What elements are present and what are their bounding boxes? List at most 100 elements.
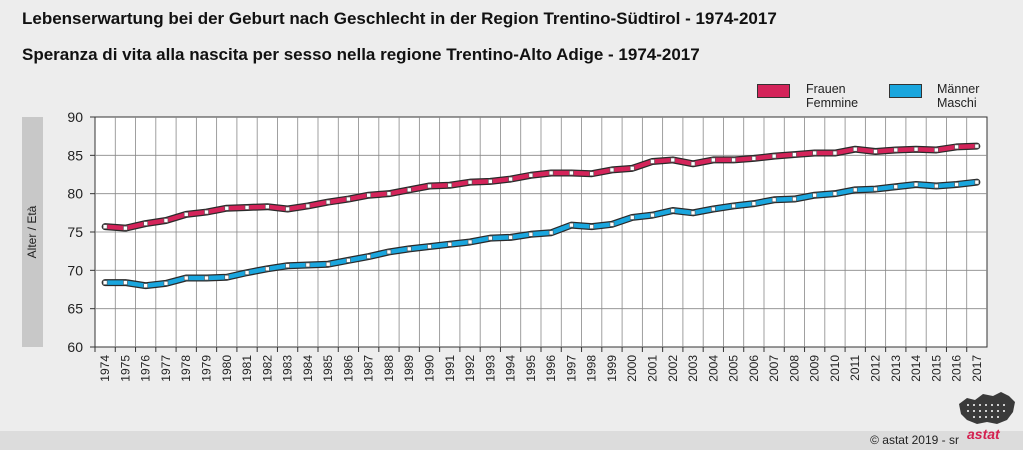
x-tick-label: 1981 — [240, 355, 254, 382]
astat-logo-icon — [959, 392, 1015, 424]
data-point-women — [670, 157, 676, 163]
data-point-men — [244, 270, 250, 275]
legend-swatch-women — [757, 84, 790, 98]
y-axis-label-box — [22, 117, 43, 347]
x-tick-label: 1988 — [382, 355, 396, 382]
data-point-women — [569, 170, 574, 176]
x-tick-label: 1995 — [524, 355, 538, 382]
data-point-women — [346, 196, 351, 202]
x-tick-label: 2005 — [727, 355, 741, 382]
data-point-women — [406, 187, 412, 193]
x-tick-label: 2008 — [787, 355, 801, 382]
x-tick-label: 2002 — [666, 355, 680, 382]
data-point-men — [325, 261, 331, 267]
data-point-men — [386, 249, 392, 255]
x-tick-label: 2016 — [950, 355, 964, 382]
data-point-women — [954, 144, 959, 150]
data-point-women — [204, 209, 209, 215]
x-tick-label: 1989 — [402, 355, 416, 382]
y-tick-label: 85 — [67, 147, 83, 163]
x-tick-label: 1985 — [321, 355, 335, 382]
data-point-men — [670, 208, 676, 213]
legend-label-women-de: Frauen — [806, 82, 846, 96]
astat-logo-text: astat — [967, 426, 1000, 442]
data-point-women — [488, 179, 493, 184]
x-tick-label: 1980 — [220, 355, 234, 382]
data-point-men — [589, 224, 594, 229]
data-point-men — [528, 232, 534, 237]
data-point-men — [305, 262, 311, 268]
x-tick-label: 1977 — [159, 355, 173, 382]
data-point-men — [629, 215, 635, 220]
data-point-women — [123, 225, 128, 231]
data-point-women — [508, 176, 513, 182]
data-point-men — [913, 182, 919, 187]
data-point-women — [812, 150, 817, 156]
data-point-women — [913, 146, 919, 152]
y-tick-label: 70 — [67, 262, 83, 278]
data-point-men — [143, 283, 148, 288]
x-tick-label: 1993 — [483, 355, 497, 382]
x-tick-label: 2001 — [646, 355, 660, 382]
data-point-men — [224, 274, 230, 280]
data-point-men — [832, 191, 838, 196]
x-tick-label: 1994 — [504, 355, 518, 382]
data-point-men — [569, 222, 574, 228]
data-point-men — [974, 179, 980, 185]
data-point-men — [812, 192, 817, 198]
chart-title-de: Lebenserwartung bei der Geburt nach Gesc… — [22, 9, 777, 28]
data-point-men — [609, 222, 615, 227]
data-point-men — [954, 182, 959, 187]
x-tick-label: 2013 — [889, 355, 903, 382]
x-tick-label: 2000 — [625, 355, 639, 382]
data-point-women — [731, 157, 736, 163]
data-point-men — [102, 280, 108, 285]
x-tick-label: 2007 — [767, 355, 781, 382]
data-point-women — [163, 218, 169, 223]
x-tick-label: 1983 — [281, 355, 295, 382]
x-tick-label: 2014 — [909, 355, 923, 382]
x-tick-label: 2003 — [686, 355, 700, 382]
data-point-men — [690, 210, 696, 216]
y-tick-label: 90 — [67, 109, 83, 125]
data-point-women — [224, 205, 230, 211]
data-point-men — [792, 196, 797, 202]
x-tick-label: 1990 — [423, 355, 437, 382]
data-point-women — [609, 167, 615, 173]
legend-label-women-it: Femmine — [806, 96, 859, 110]
x-tick-label: 1987 — [362, 355, 376, 382]
x-tick-label: 2009 — [808, 355, 822, 382]
x-tick-label: 1979 — [200, 355, 214, 382]
data-point-men — [893, 184, 899, 190]
data-point-women — [143, 221, 148, 226]
y-tick-label: 75 — [67, 224, 83, 240]
data-point-men — [366, 254, 371, 259]
data-point-men — [427, 244, 432, 249]
x-tick-label: 2006 — [747, 355, 761, 382]
copyright-text: © astat 2019 - sr — [870, 433, 959, 447]
data-point-women — [893, 147, 899, 153]
data-point-women — [771, 153, 777, 159]
y-tick-label: 60 — [67, 339, 83, 355]
x-tick-label: 2004 — [706, 355, 720, 382]
data-point-women — [183, 212, 189, 217]
x-tick-label: 1975 — [118, 355, 132, 382]
data-point-women — [325, 199, 331, 205]
x-tick-label: 1978 — [179, 355, 193, 382]
data-point-men — [548, 230, 554, 236]
data-point-men — [934, 183, 939, 189]
data-point-men — [265, 266, 270, 272]
data-point-women — [548, 170, 554, 176]
x-tick-label: 1991 — [443, 355, 457, 382]
data-point-women — [650, 159, 655, 164]
x-tick-label: 1998 — [585, 355, 599, 382]
y-tick-label: 80 — [67, 186, 83, 202]
data-point-women — [305, 203, 311, 209]
series-line-men — [102, 179, 980, 288]
x-tick-label: 1976 — [139, 355, 153, 382]
data-point-women — [386, 191, 392, 196]
data-point-women — [792, 152, 797, 157]
series-line-women — [102, 143, 980, 231]
data-point-men — [447, 241, 453, 247]
